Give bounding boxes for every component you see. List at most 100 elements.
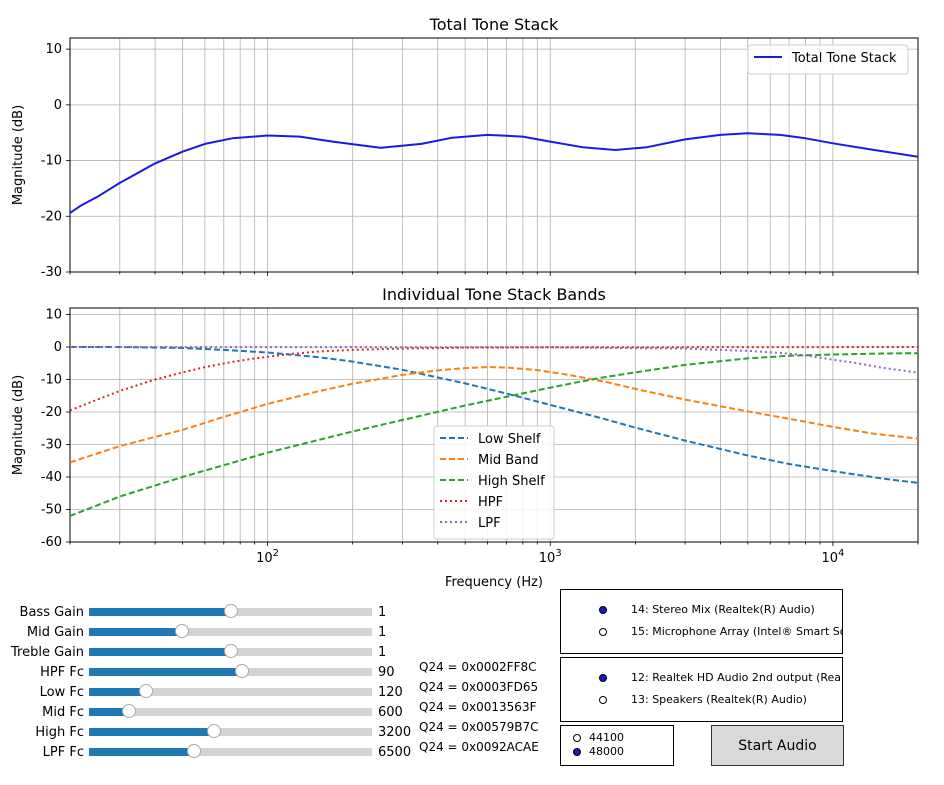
- x-tick-label: 102: [256, 548, 279, 566]
- y-tick-label: 0: [54, 98, 62, 113]
- legend-entry: Low Shelf: [478, 432, 541, 447]
- slider-handle[interactable]: [223, 604, 238, 618]
- y-tick-label: 10: [45, 42, 62, 57]
- slider-handle[interactable]: [186, 744, 201, 758]
- slider-mid-fc[interactable]: [89, 704, 372, 718]
- y-tick-label: -10: [41, 154, 62, 169]
- slider-treble-gain[interactable]: [89, 644, 372, 658]
- chart-1: 10 0 -10 -20 -30 Total Tone Stack Magnitude (d…: [11, 15, 919, 280]
- slider-value: 120: [378, 685, 403, 700]
- radio-button[interactable]: [573, 748, 581, 756]
- slider-handle[interactable]: [121, 704, 136, 718]
- plot-frame: [69, 307, 919, 543]
- slider-fill: [89, 668, 242, 676]
- slider-fill: [89, 708, 129, 716]
- slider-fill: [89, 688, 146, 696]
- slider-handle[interactable]: [206, 724, 221, 738]
- x-tick-label: 103: [539, 548, 562, 566]
- slider-value: 1: [378, 605, 387, 620]
- series-line-high-shelf: [70, 352, 918, 517]
- legend-entry: Total Tone Stack: [791, 51, 897, 66]
- y-tick-label: -20: [41, 209, 62, 224]
- x-axis-label: Frequency (Hz): [445, 575, 543, 590]
- y-tick-label: -50: [41, 503, 62, 518]
- radio-option-label[interactable]: 14: Stereo Mix (Realtek(R) Audio): [631, 603, 815, 616]
- slider-label-low-fc: Low Fc: [39, 685, 84, 700]
- radio-button[interactable]: [599, 628, 607, 636]
- slider-fill: [89, 608, 231, 616]
- q24-readout: Q24 = 0x0013563F: [419, 700, 537, 714]
- slider-label-high-fc: High Fc: [35, 725, 84, 740]
- output-device-selector: 12: Realtek HD Audio 2nd output (Realtek…: [560, 657, 843, 722]
- y-tick-label: -10: [41, 373, 62, 388]
- start-audio-button[interactable]: Start Audio: [711, 725, 844, 766]
- slider-value: 1: [378, 625, 387, 640]
- q24-readout: Q24 = 0x00579B7C: [419, 720, 539, 734]
- radio-option-label[interactable]: 13: Speakers (Realtek(R) Audio): [631, 693, 807, 706]
- legend-entry: Mid Band: [478, 453, 539, 468]
- y-tick-label: -20: [41, 405, 62, 420]
- y-axis-label: Magnitude (dB): [11, 105, 26, 205]
- slider-label-mid-fc: Mid Fc: [42, 705, 84, 720]
- y-axis-label: Magnitude (dB): [11, 375, 26, 475]
- plots-canvas: 10 0 -10 -20 -30 Total Tone Stack Magnitude (d…: [11, 15, 919, 590]
- y-tick-label: -40: [41, 470, 62, 485]
- slider-bass-gain[interactable]: [89, 604, 372, 618]
- legend-entry: HPF: [478, 495, 503, 510]
- slider-lpf-fc[interactable]: [89, 744, 372, 758]
- slider-fill: [89, 648, 231, 656]
- legend-entry: High Shelf: [478, 474, 545, 489]
- radio-option-label[interactable]: 12: Realtek HD Audio 2nd output (Realtek…: [631, 671, 843, 684]
- slider-label-hpf-fc: HPF Fc: [40, 665, 84, 680]
- radio-button[interactable]: [599, 696, 607, 704]
- y-tick-label: 0: [54, 340, 62, 355]
- series-line-lpf: [70, 346, 918, 374]
- slider-label-treble-gain: Treble Gain: [11, 645, 84, 660]
- q24-readout: Q24 = 0x0003FD65: [419, 680, 539, 694]
- y-tick-label: -30: [41, 438, 62, 453]
- chart-title: Total Tone Stack: [429, 15, 559, 34]
- slider-label-mid-gain: Mid Gain: [26, 625, 84, 640]
- slider-handle[interactable]: [175, 624, 190, 638]
- series-line-low-shelf: [70, 346, 918, 484]
- slider-handle[interactable]: [138, 684, 153, 698]
- legend-box: [747, 44, 909, 75]
- slider-handle[interactable]: [234, 664, 249, 678]
- slider-mid-gain[interactable]: [89, 624, 372, 638]
- slider-hpf-fc[interactable]: [89, 664, 372, 678]
- y-tick-label: -30: [41, 265, 62, 280]
- slider-value: 1: [378, 645, 387, 660]
- legend: Low Shelf Mid Band High Shelf HPF LPF: [433, 425, 555, 540]
- chart-2: 10 0 -10 -20 -30 -40 -50 -60 Individual Tone Sta…: [11, 285, 919, 590]
- slider-value: 90: [378, 665, 395, 680]
- series-line-total-tone-stack: [70, 132, 918, 214]
- y-tick-label: -60: [41, 535, 62, 550]
- slider-fill: [89, 628, 183, 636]
- radio-option-label[interactable]: 15: Microphone Array (Intel® Smart Sound…: [631, 625, 842, 638]
- slider-high-fc[interactable]: [89, 724, 372, 738]
- plot-frame: [69, 37, 919, 273]
- slider-value: 3200: [378, 725, 412, 740]
- series-line-mid-band: [70, 366, 918, 464]
- legend-box: [433, 425, 555, 540]
- slider-label-lpf-fc: LPF Fc: [42, 745, 84, 760]
- y-tick-label: 10: [45, 308, 62, 323]
- radio-button[interactable]: [599, 606, 607, 614]
- legend-entry: LPF: [478, 516, 501, 531]
- slider-value: 6500: [378, 745, 412, 760]
- sample-rate-selector: 44100 48000: [560, 725, 674, 766]
- input-device-selector: 14: Stereo Mix (Realtek(R) Audio) 15: Mic…: [560, 589, 843, 654]
- series-line-hpf: [70, 346, 918, 412]
- radio-button[interactable]: [599, 674, 607, 682]
- radio-button[interactable]: [573, 734, 581, 742]
- q24-readout: Q24 = 0x0002FF8C: [419, 660, 537, 674]
- q24-readout: Q24 = 0x0092ACAE: [419, 740, 539, 754]
- chart-title: Individual Tone Stack Bands: [382, 285, 606, 304]
- slider-low-fc[interactable]: [89, 684, 372, 698]
- slider-fill: [89, 748, 194, 756]
- slider-label-bass-gain: Bass Gain: [19, 605, 84, 620]
- radio-option-label[interactable]: 48000: [589, 745, 624, 758]
- legend: Total Tone Stack: [747, 44, 909, 75]
- slider-handle[interactable]: [223, 644, 238, 658]
- radio-option-label[interactable]: 44100: [589, 731, 624, 744]
